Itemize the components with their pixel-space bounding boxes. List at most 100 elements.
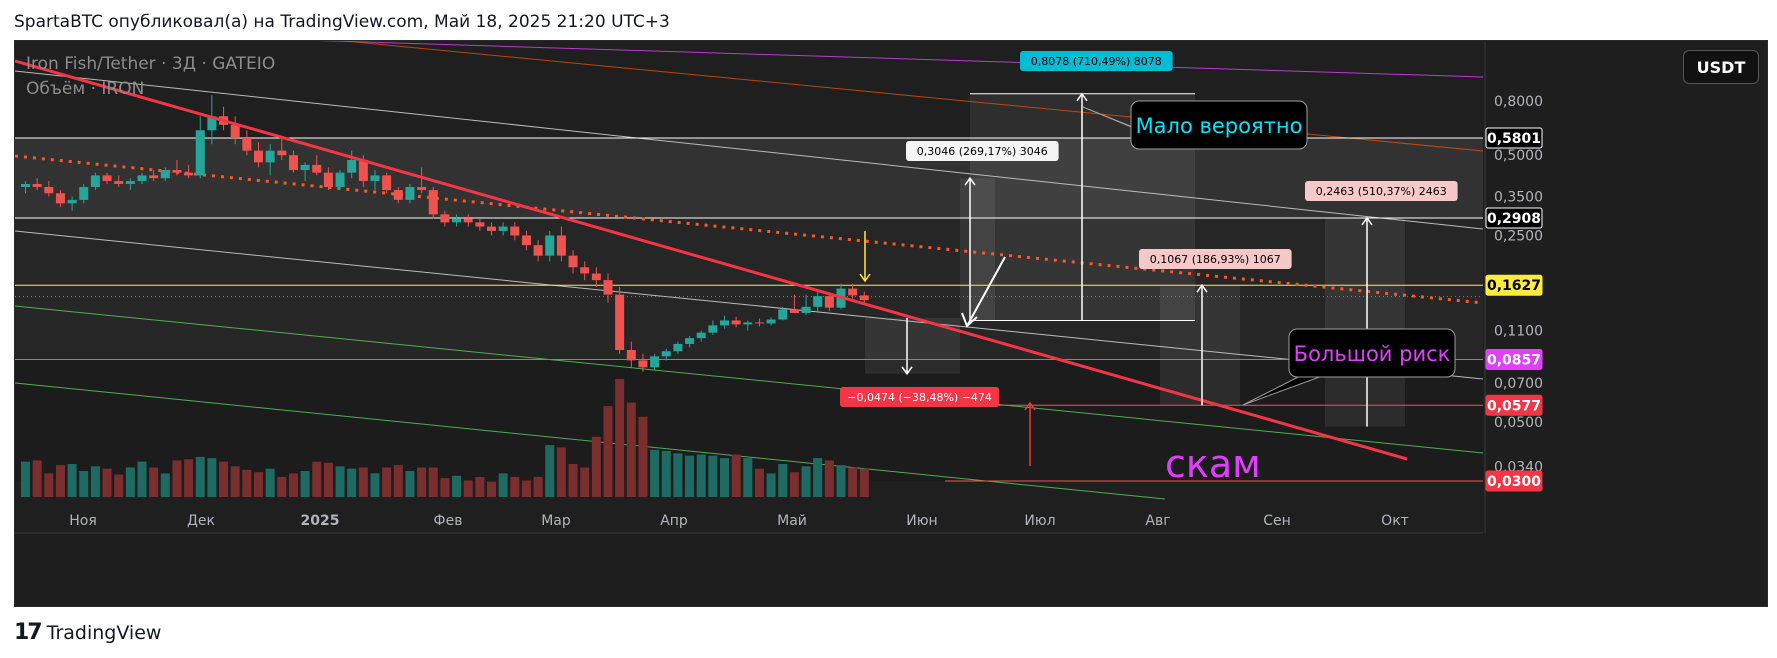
volume-bar (836, 465, 846, 497)
volume-bar (160, 473, 170, 497)
candle (347, 150, 357, 179)
volume-bar (626, 402, 636, 497)
candle (417, 167, 427, 194)
candle (312, 155, 322, 176)
price-chart[interactable]: Мало вероятно Большой риск скам 0,8078 (710… (15, 41, 1767, 606)
candle (521, 230, 531, 251)
volume-bar (673, 453, 683, 497)
volume-bar (708, 455, 718, 497)
volume-bar (55, 465, 65, 497)
candle (685, 335, 695, 348)
chart-panel[interactable]: Мало вероятно Большой риск скам 0,8078 (710… (14, 40, 1768, 607)
measure-arrow-up-2-head (1076, 92, 1088, 102)
volume-bar (172, 460, 182, 497)
measure-label-4: −0,0474 (−38,48%) −474 (847, 391, 992, 404)
volume-bar (580, 467, 590, 497)
candle-body (824, 296, 834, 308)
candle (207, 95, 217, 145)
candle (638, 353, 648, 372)
time-tick-label: Мар (541, 513, 571, 529)
currency-button[interactable]: USDT (1683, 50, 1759, 84)
symbol-legend[interactable]: Iron Fish/Tether · 3Д · GATEIO (26, 54, 276, 74)
candle (533, 240, 543, 262)
candle-body (498, 226, 508, 231)
candle-body (125, 181, 135, 184)
volume-bar (21, 461, 30, 497)
candle (754, 318, 764, 327)
volume-bar (347, 468, 357, 497)
candle-body (754, 322, 764, 324)
volume-bar (475, 476, 485, 497)
candle (277, 138, 287, 160)
candle (160, 167, 170, 182)
time-tick-label: Авг (1145, 513, 1170, 529)
candle (487, 222, 496, 236)
channel-line-upper (15, 70, 1484, 230)
measure-label-1: 0,3046 (269,17%) 3046 (917, 145, 1048, 158)
candle-body (44, 186, 54, 194)
volume-bar (603, 406, 613, 497)
candle (475, 218, 485, 231)
candle (242, 130, 252, 156)
volume-bar (125, 467, 135, 497)
candle-body (533, 245, 543, 256)
range-band-middle (15, 217, 1483, 360)
candle-body (417, 186, 427, 191)
candle-body (673, 343, 683, 352)
candle-body (312, 164, 322, 173)
callout-unlikely-text: Мало вероятно (1136, 114, 1303, 138)
candle (743, 320, 753, 331)
price-tick-label: 0,3500 (1494, 190, 1543, 206)
price-label: 0,0577 (1487, 398, 1541, 414)
candle (230, 116, 240, 145)
candle-body (696, 332, 706, 339)
volume-bar (452, 475, 462, 497)
measure-label-2: 0,2463 (510,37%) 2463 (1316, 185, 1447, 198)
price-label: 0,2908 (1487, 211, 1541, 227)
candle (720, 315, 729, 329)
price-label-bg (1485, 348, 1543, 370)
price-label-bg (1485, 470, 1543, 492)
candle-body (778, 309, 788, 320)
candle-body (650, 356, 660, 368)
volume-bar (323, 462, 333, 497)
candle (510, 222, 520, 241)
candle (463, 214, 473, 227)
candle-body (626, 349, 636, 361)
volume-bar (184, 459, 194, 497)
candle (370, 170, 380, 191)
measure-box-3 (1160, 285, 1240, 406)
measure-arrow-up-1-head (964, 176, 976, 186)
volume-bar (533, 476, 543, 497)
volume-bar (591, 436, 601, 497)
chart-legend: Iron Fish/Tether · 3Д · GATEIO Объём · I… (26, 52, 275, 102)
volume-bar (277, 476, 287, 497)
volume-bar (731, 454, 741, 497)
candle-body (521, 235, 531, 246)
candle (335, 170, 345, 191)
time-tick-label: Июн (906, 513, 937, 529)
price-tick-label: 0,0700 (1494, 376, 1543, 392)
candle-body (358, 159, 368, 182)
candle-body (67, 199, 77, 204)
price-label: 0,1627 (1487, 278, 1541, 294)
candle (766, 317, 776, 326)
candle-body (393, 190, 403, 200)
candle-body (55, 193, 65, 204)
candle (673, 341, 683, 354)
measure-label-bg-3 (1139, 249, 1292, 269)
candle (591, 267, 601, 288)
footer-brand[interactable]: 17 TradingView (14, 620, 161, 645)
candle (848, 283, 858, 299)
candle-body (32, 183, 42, 187)
time-tick-label: 2025 (301, 513, 340, 529)
channel-line-green-upper (15, 305, 1484, 454)
time-tick-label: Сен (1263, 513, 1291, 529)
volume-legend[interactable]: Объём · IRON (26, 79, 145, 99)
callout-high-risk-text: Большой риск (1294, 342, 1451, 366)
candle-body (21, 183, 30, 187)
volume-bar (114, 474, 124, 497)
candle-body (137, 175, 147, 182)
candle (149, 170, 159, 182)
time-tick-label: Дек (187, 513, 215, 529)
